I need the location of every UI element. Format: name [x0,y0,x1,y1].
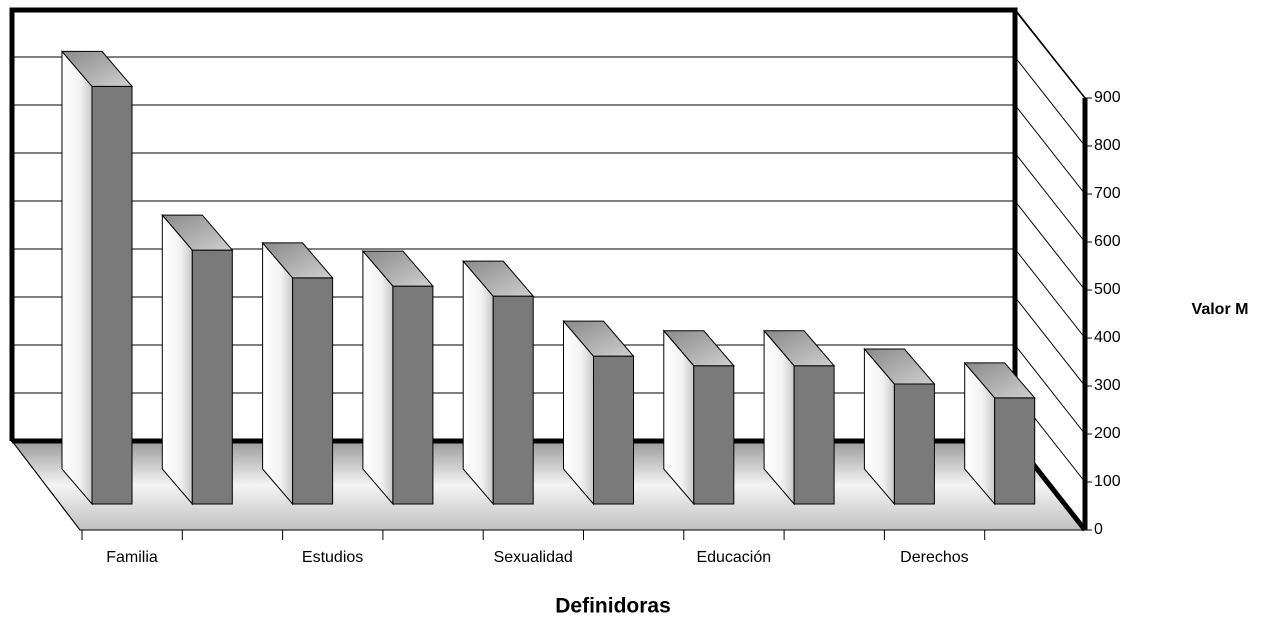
bar [693,365,735,505]
x-tick-label: Familia [106,549,158,566]
bar-side [161,213,193,506]
grid-line [1014,56,1086,147]
bar-side [262,241,294,506]
bar [292,277,334,505]
bar-top [60,50,134,87]
bar-top [161,214,234,251]
y-tick-label: 100 [1094,473,1121,490]
y-tick-label: 500 [1094,281,1121,298]
y-tick-label: 600 [1094,233,1121,250]
bar-top [963,362,1036,399]
bar-side [61,50,93,506]
floor-edge [11,440,81,531]
bar-top [562,320,635,357]
bar [994,397,1036,505]
y-tick-label: 200 [1094,425,1121,442]
grid-line [1014,8,1086,99]
y-tick-label: 300 [1094,377,1121,394]
grid-line [1014,296,1086,387]
y-tick-label: 0 [1094,521,1103,538]
y-tick-label: 900 [1094,89,1121,106]
bar [492,295,534,505]
bar [392,285,434,505]
bar-top [662,330,735,367]
bar [793,365,835,505]
bar-side [362,249,394,506]
grid-line [1014,200,1086,291]
bar [593,355,634,505]
bar [893,383,935,505]
bar-top [763,330,836,367]
x-tick-label: Educación [696,549,771,566]
x-axis-label: Definidoras [555,595,671,618]
grid-line [1014,344,1086,435]
bar-top [462,260,535,297]
bar-top [361,250,434,287]
y-tick-label: 800 [1094,137,1121,154]
grid-line [1014,104,1086,195]
bar [191,249,233,505]
grid-line [1014,248,1086,339]
y-tick-label: 700 [1094,185,1121,202]
x-tick-label: Estudios [302,549,363,566]
y-tick-label: 400 [1094,329,1121,346]
bar-top [863,348,936,385]
bar-side [462,259,494,506]
x-tick-label: Sexualidad [494,549,573,566]
bar-top [261,242,334,279]
grid-line [1014,152,1086,243]
bar [91,85,133,505]
x-tick-label: Derechos [900,549,968,566]
y-axis-label: Valor M [1192,301,1249,318]
